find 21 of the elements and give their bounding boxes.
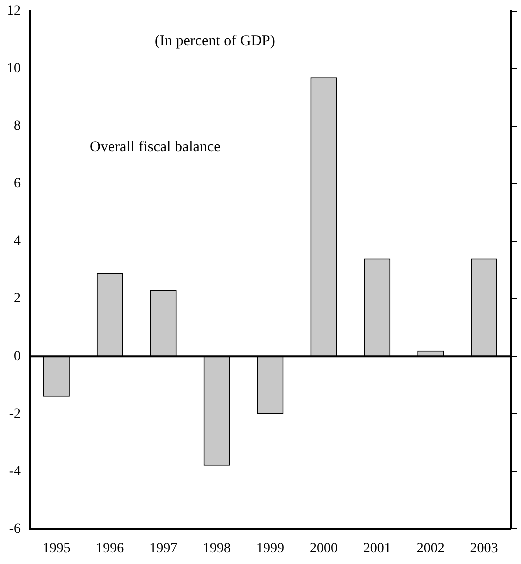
x-tick-label: 2001 bbox=[363, 541, 392, 556]
x-tick-label: 2003 bbox=[470, 541, 498, 556]
annotation: Overall fiscal balance bbox=[90, 139, 222, 156]
y-tick-label: -6 bbox=[9, 522, 21, 537]
y-tick-label: 2 bbox=[14, 292, 21, 307]
x-tick-label: 1999 bbox=[256, 541, 284, 556]
x-tick-label: 1995 bbox=[42, 541, 71, 556]
x-tick-label: 1998 bbox=[203, 541, 232, 556]
y-tick-label: 0 bbox=[14, 349, 21, 364]
y-tick-label: 4 bbox=[14, 234, 21, 250]
y-tick-label: 10 bbox=[7, 62, 21, 77]
x-tick-label: 2000 bbox=[310, 541, 338, 556]
x-tick-label: 1997 bbox=[150, 541, 178, 556]
y-tick-label: 8 bbox=[14, 119, 21, 134]
y-tick-label: 6 bbox=[14, 176, 21, 192]
y-tick-label: -2 bbox=[9, 406, 21, 422]
x-tick-label: 2002 bbox=[416, 541, 445, 556]
x-tick-label: 1996 bbox=[96, 541, 124, 556]
y-tick-label: -4 bbox=[9, 464, 21, 480]
text: (In percent of GDP) bbox=[155, 33, 276, 50]
y-tick-label: 12 bbox=[7, 4, 21, 20]
